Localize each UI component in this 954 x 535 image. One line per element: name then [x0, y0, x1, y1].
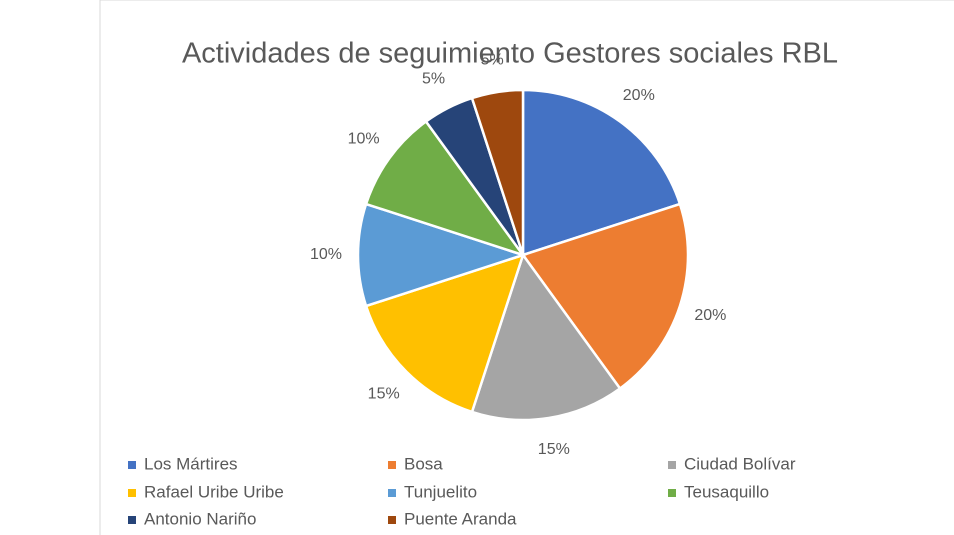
- legend-swatch: [668, 461, 676, 469]
- data-label: 10%: [310, 246, 342, 263]
- data-label: 20%: [694, 307, 726, 324]
- pie-slice: [470, 252, 622, 422]
- chart-title: Actividades de seguimiento Gestores soci…: [182, 38, 838, 70]
- legend-label: Teusaquillo: [684, 482, 769, 501]
- data-label: 5%: [422, 71, 445, 88]
- legend-swatch: [128, 461, 136, 469]
- pie-slice: [364, 119, 527, 258]
- data-label: 15%: [538, 441, 570, 458]
- legend-swatch: [128, 489, 136, 497]
- legend-label: Tunjuelito: [404, 482, 477, 501]
- legend-swatch: [668, 489, 676, 497]
- legend-label: Ciudad Bolívar: [684, 454, 796, 473]
- pie-slice: [470, 88, 525, 256]
- legend-label: Rafael Uribe Uribe: [144, 482, 284, 501]
- legend-label: Los Mártires: [144, 454, 238, 473]
- legend-swatch: [388, 489, 396, 497]
- legend-swatch: [128, 516, 136, 524]
- pie-slice: [521, 88, 682, 257]
- data-label: 5%: [481, 52, 504, 69]
- data-label: 15%: [368, 386, 400, 403]
- pie-slice: [356, 202, 528, 308]
- data-label: 20%: [623, 87, 655, 104]
- legend-swatch: [388, 516, 396, 524]
- legend-label: Puente Aranda: [404, 509, 517, 528]
- data-label: 10%: [348, 130, 380, 147]
- legend-swatch: [388, 461, 396, 469]
- legend-label: Bosa: [404, 454, 443, 473]
- legend-label: Antonio Nariño: [144, 509, 256, 528]
- pie-slice: [520, 202, 690, 391]
